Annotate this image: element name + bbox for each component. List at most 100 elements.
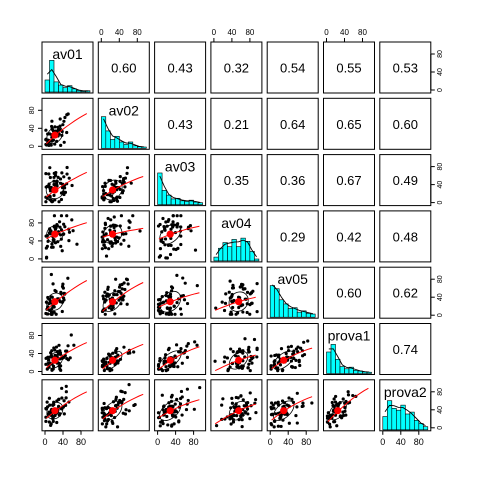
scatter-point (55, 350, 59, 354)
correlation-av01-av04: 0.32 (224, 61, 249, 76)
left-axis-tick-label: 80 (29, 106, 36, 114)
scatter-point (106, 405, 110, 410)
scatter-point (66, 112, 70, 116)
scatter-point (171, 362, 176, 367)
scatter-point (104, 232, 108, 236)
fit-line (327, 387, 369, 423)
scatter-point (168, 252, 173, 257)
scatter-point (60, 386, 64, 390)
histogram-bar-av03 (166, 194, 172, 205)
scatter-point (102, 243, 106, 247)
scatter-point (223, 301, 228, 305)
panel-frame-av05-av03 (154, 266, 207, 319)
scatter-point (109, 218, 113, 222)
correlation-av02-av03: 0.43 (167, 117, 192, 132)
scatter-point (53, 173, 58, 177)
panel-frame-av04-prova1 (323, 210, 375, 263)
scatter-point (235, 414, 239, 418)
scatter-point (276, 424, 280, 428)
scatter-point (47, 172, 51, 176)
fit-line (102, 176, 144, 197)
scatter-point (173, 402, 177, 406)
scatter-point (163, 237, 168, 241)
mean-point (51, 131, 59, 139)
scatter-point (70, 218, 74, 222)
scatter-point (115, 293, 119, 297)
scatter-point (293, 365, 297, 370)
scatter-point (126, 351, 130, 355)
panel-frame-av05-av01 (41, 266, 94, 319)
scatter-point (62, 175, 66, 179)
scatter-point (243, 337, 247, 341)
histogram-bar-av04 (245, 240, 251, 262)
density-curve-av05 (272, 284, 313, 315)
scatter-point (119, 214, 124, 218)
scatter-point (236, 396, 240, 400)
scatter-point (295, 421, 299, 425)
histogram-bar-av04 (213, 256, 219, 262)
scatter-point (164, 365, 168, 369)
top-axis-tick-label: 0 (99, 28, 104, 37)
scatter-point (169, 285, 174, 289)
mean-point (108, 230, 117, 238)
histogram-bar-av03 (184, 201, 190, 205)
scatter-point (290, 397, 294, 401)
top-axis-tick-label: 80 (358, 28, 367, 37)
scatter-point (63, 190, 68, 194)
scatter-point (174, 247, 178, 252)
scatter-point (237, 347, 242, 351)
panel-frame-av01-av03 (154, 41, 207, 94)
scatter-point (163, 356, 167, 360)
scatter-point (242, 404, 246, 408)
scatter-point (295, 405, 299, 409)
scatter-point (50, 368, 54, 372)
scatter-point (231, 305, 235, 310)
scatter-point (158, 254, 163, 258)
scatter-point (230, 401, 234, 405)
scatter-point (179, 234, 183, 238)
scatter-point (246, 366, 250, 370)
scatter-point (60, 249, 64, 253)
scatter-point (100, 408, 105, 412)
scatter-point (110, 419, 114, 424)
scatter-point (56, 404, 61, 408)
scatter-point (156, 411, 161, 415)
panel-frame-prova1-av02 (97, 323, 150, 375)
top-axis-tick-label: 40 (227, 28, 236, 37)
scatter-point (214, 306, 218, 310)
density-curve-prova2 (384, 404, 426, 426)
histogram-bar-av01 (62, 87, 68, 93)
histogram-bar-av03 (179, 200, 185, 205)
scatter-point (119, 296, 123, 301)
scatter-point (53, 413, 57, 418)
correlation-av02-av05: 0.64 (280, 117, 305, 132)
histogram-bar-av05 (269, 285, 276, 318)
scatter-point (48, 403, 52, 407)
correlation-prova1-prova2: 0.74 (393, 342, 418, 357)
scatter-point (299, 346, 303, 350)
scatter-point (59, 197, 64, 202)
scatter-point (171, 414, 175, 418)
mean-point (280, 407, 288, 415)
scatter-point (102, 357, 106, 361)
scatter-point (269, 407, 274, 411)
scatter-point (172, 304, 176, 308)
scatter-point (248, 312, 252, 316)
mean-point (166, 230, 174, 238)
scatter-point (182, 298, 187, 302)
scatter-point (102, 368, 106, 373)
scatter-point (332, 420, 336, 424)
panel-frame-prova2-av02 (97, 379, 150, 432)
scatter-point (44, 200, 48, 204)
scatter-point (338, 414, 343, 418)
scatter-point (274, 412, 278, 416)
bottom-axis-tick-label: 0 (268, 437, 273, 447)
scatter-point (188, 224, 193, 228)
histogram-bar-av05 (310, 313, 316, 318)
histogram-bar-av04 (240, 237, 246, 262)
fit-line (158, 399, 200, 418)
scatter-point (229, 406, 233, 410)
scatter-point (106, 285, 110, 289)
mean-point (235, 298, 243, 306)
scatter-point (52, 214, 57, 218)
